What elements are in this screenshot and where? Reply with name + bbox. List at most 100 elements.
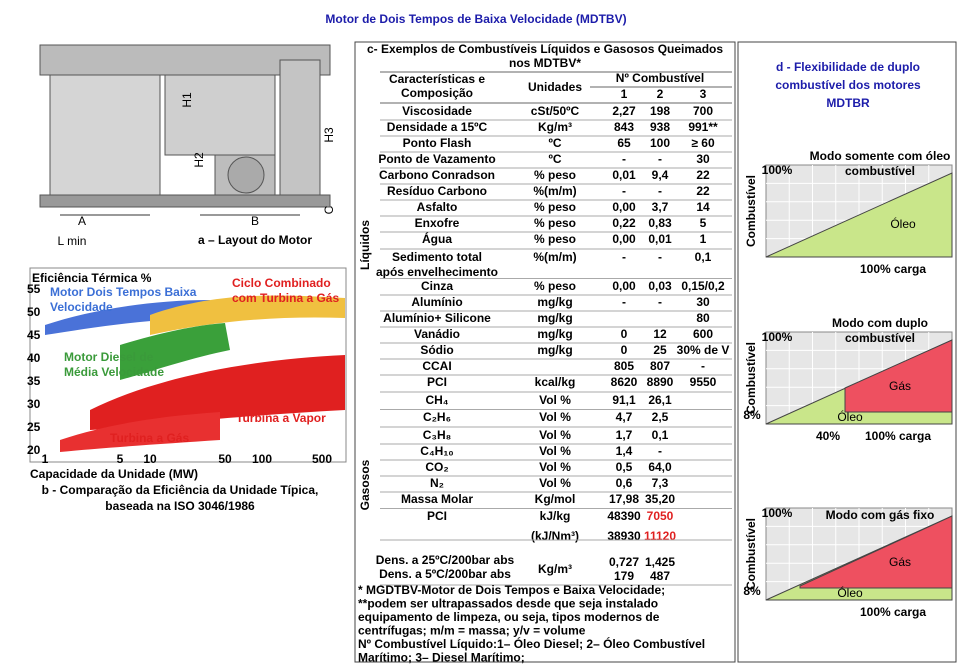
drawing-label: B xyxy=(251,214,259,228)
table-cell: Vol % xyxy=(539,428,571,442)
table-cell: 600 xyxy=(693,327,713,341)
drawing-label: H1 xyxy=(180,92,194,108)
table-cell: 7,3 xyxy=(652,476,669,490)
column-header: 1 xyxy=(621,87,628,101)
table-cell: C₂H₆ xyxy=(423,410,451,424)
table-cell: 30% de V xyxy=(677,343,730,357)
table-cell: 2,5 xyxy=(652,410,669,424)
table-cell: 0 xyxy=(621,327,628,341)
table-cell: 0,00 xyxy=(612,200,636,214)
table-cell: - xyxy=(622,250,626,264)
table-cell: 198 xyxy=(650,104,670,118)
table-cell: 0,727 xyxy=(609,555,639,569)
region-label: Velocidade xyxy=(50,300,113,314)
table-cell: 64,0 xyxy=(648,460,672,474)
axis-tick: 100% xyxy=(762,163,793,177)
table-cell: 991** xyxy=(688,120,718,134)
table-cell: % peso xyxy=(534,200,576,214)
column-header: Nº Combustível xyxy=(616,71,704,85)
table-cell: Ponto de Vazamento xyxy=(378,152,495,166)
table-cell: ≥ 60 xyxy=(691,136,715,150)
table-cell: ºC xyxy=(548,136,561,150)
table-frame xyxy=(354,41,736,663)
caption: a – Layout do Motor xyxy=(198,233,312,247)
table-cell: 0,01 xyxy=(612,168,636,182)
footnote: Marítimo; 3– Diesel Marítimo; xyxy=(358,651,525,664)
area-label: Gás xyxy=(889,379,911,393)
table-cell: mg/kg xyxy=(537,343,572,357)
table-cell: 0,1 xyxy=(652,428,669,442)
y-tick-label: 25 xyxy=(27,420,41,434)
table-cell: Asfalto xyxy=(417,200,458,214)
y-tick-label: 40 xyxy=(27,351,41,365)
table-cell: mg/kg xyxy=(537,295,572,309)
table-cell: 0,00 xyxy=(612,232,636,246)
table-cell: 2,27 xyxy=(612,104,636,118)
table-cell: Carbono Conradson xyxy=(379,168,495,182)
table-cell: - xyxy=(622,295,626,309)
table-cell: 0 xyxy=(621,343,628,357)
table-cell: Vol % xyxy=(539,444,571,458)
table-cell: 0,01 xyxy=(648,232,672,246)
table-cell: PCI xyxy=(427,509,447,523)
table-cell: Vol % xyxy=(539,460,571,474)
table-cell: Sódio xyxy=(420,343,453,357)
table-cell: Massa Molar xyxy=(401,492,473,506)
mode-label: Modo com gás fixo xyxy=(826,508,935,522)
table-cell: %(m/m) xyxy=(533,250,576,264)
table-title: nos MDTBV* xyxy=(509,56,581,70)
mode-label: combustível xyxy=(845,164,915,178)
table-cell: Dens. a 25ºC/200bar abs xyxy=(376,553,515,567)
table-cell: % peso xyxy=(534,168,576,182)
table-cell: - xyxy=(658,184,662,198)
table-cell: mg/kg xyxy=(537,327,572,341)
table-cell: % peso xyxy=(534,216,576,230)
drawing-label: C xyxy=(322,205,336,214)
table-cell: 22 xyxy=(696,168,710,182)
table-cell: 11120 xyxy=(644,529,676,543)
column-header: 2 xyxy=(657,87,664,101)
region-label: Média Velocidade xyxy=(64,365,164,379)
x-tick-label: 5 xyxy=(117,452,124,466)
mode-label: Modo somente com óleo xyxy=(810,149,951,163)
axis-title: Capacidade da Unidade (MW) xyxy=(30,467,198,481)
table-cell: 30 xyxy=(696,152,710,166)
table-cell: 843 xyxy=(614,120,634,134)
table-cell: 35,20 xyxy=(645,492,675,506)
table-cell: cSt/50ºC xyxy=(531,104,580,118)
x-tick-label: 100 xyxy=(252,452,272,466)
table-cell: 0,6 xyxy=(616,476,633,490)
x-tick-label: 50 xyxy=(218,452,232,466)
y-tick-label: 35 xyxy=(27,374,41,388)
table-cell: PCI xyxy=(427,375,447,389)
table-cell: ºC xyxy=(548,152,561,166)
table-cell: Viscosidade xyxy=(402,104,472,118)
column-header: Composição xyxy=(401,86,473,100)
x-tick-label: 100% carga xyxy=(865,429,931,443)
table-cell: Kg/m³ xyxy=(538,120,572,134)
page-title: Motor de Dois Tempos de Baixa Velocidade… xyxy=(325,12,626,26)
table-cell: 5 xyxy=(700,216,707,230)
region-label: Turbina a Gás xyxy=(110,431,189,445)
x-tick-label: 1 xyxy=(42,452,49,466)
panel-title: MDTBR xyxy=(826,96,870,110)
x-tick-label: 500 xyxy=(312,452,332,466)
table-cell: 0,5 xyxy=(616,460,633,474)
footnote: Nº Combustível Líquido:1– Óleo Diesel; 2… xyxy=(358,636,705,651)
column-header: 3 xyxy=(700,87,707,101)
efficiency-regions xyxy=(45,295,345,452)
axis-title: Eficiência Térmica % xyxy=(32,271,152,285)
table-cell: Água xyxy=(422,231,452,246)
column-header: Unidades xyxy=(528,80,582,94)
y-tick-label: 45 xyxy=(27,328,41,342)
axis-title: Combustível xyxy=(744,518,758,590)
area-label: Óleo xyxy=(837,409,863,424)
engine-drawing xyxy=(39,44,331,216)
footnote: * MGDTBV-Motor de Dois Tempos e Baixa Ve… xyxy=(358,583,665,597)
column-header: Características e xyxy=(389,72,485,86)
mode-label: combustível xyxy=(845,331,915,345)
table-cell: CCAI xyxy=(422,359,451,373)
table-cell: 9,4 xyxy=(652,168,669,182)
table-cell: 48390 xyxy=(607,509,641,523)
